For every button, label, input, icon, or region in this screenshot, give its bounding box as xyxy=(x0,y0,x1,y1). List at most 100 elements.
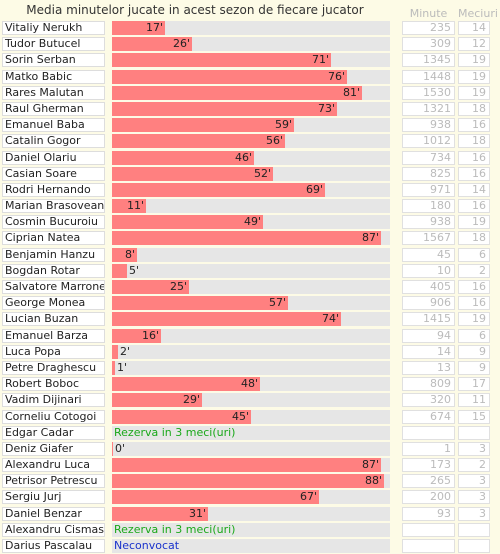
minutes-bar-track: 74' xyxy=(112,312,390,327)
player-row: Darius Pascalau Neconvocat xyxy=(0,538,500,554)
player-row: Sergiu Jurj 67' 200 3 xyxy=(0,489,500,505)
player-name[interactable]: Sorin Serban xyxy=(2,53,105,68)
matches-cell: 3 xyxy=(458,490,490,505)
minutes-bar xyxy=(112,312,341,327)
reserve-note: Rezerva in 3 meci(uri) xyxy=(114,425,236,439)
player-name[interactable]: Edgar Cadar xyxy=(2,425,105,440)
avg-minutes-label: 5' xyxy=(129,263,140,277)
matches-cell: 17 xyxy=(458,377,490,392)
player-name[interactable]: Cosmin Bucuroiu xyxy=(2,215,105,230)
player-name[interactable]: Ciprian Natea xyxy=(2,231,105,246)
minutes-bar xyxy=(112,328,161,343)
matches-cell: 19 xyxy=(458,69,490,84)
player-name[interactable]: Rodri Hernando xyxy=(2,182,105,197)
minutes-bar xyxy=(112,69,347,84)
avg-minutes-label: 52' xyxy=(253,166,271,180)
total-minutes-cell: 200 xyxy=(402,490,455,505)
minutes-bar-track: 1' xyxy=(112,360,390,375)
avg-minutes-label: 87' xyxy=(361,231,379,245)
player-name[interactable]: Robert Boboc xyxy=(2,377,105,392)
avg-minutes-label: 25' xyxy=(169,280,187,293)
player-name[interactable]: Daniel Olariu xyxy=(2,150,105,165)
minutes-bar xyxy=(112,263,127,278)
player-name[interactable]: Emanuel Baba xyxy=(2,118,105,133)
minutes-bar-track: 46' xyxy=(112,150,390,165)
matches-cell: 18 xyxy=(458,231,490,246)
player-name[interactable]: Deniz Giafer xyxy=(2,441,105,456)
player-name[interactable]: Alexandru Luca xyxy=(2,458,105,473)
avg-minutes-label: 26' xyxy=(172,37,190,51)
player-name[interactable]: Catalin Gogor xyxy=(2,134,105,149)
player-name[interactable]: Matko Babic xyxy=(2,69,105,84)
total-minutes-cell: 93 xyxy=(402,506,455,521)
matches-cell: 9 xyxy=(458,344,490,359)
minutes-bar xyxy=(112,199,146,214)
total-minutes-cell: 734 xyxy=(402,150,455,165)
total-minutes-cell: 1012 xyxy=(402,134,455,149)
player-name[interactable]: Rares Malutan xyxy=(2,85,105,100)
minutes-bar-track: Neconvocat xyxy=(112,539,390,553)
player-name[interactable]: Tudor Butucel xyxy=(2,37,105,52)
minutes-bar-track: 52' xyxy=(112,166,390,181)
minutes-bar xyxy=(112,37,192,52)
minutes-bar-track: 57' xyxy=(112,296,390,311)
minutes-bar-track: 11' xyxy=(112,199,390,214)
player-name[interactable]: Sergiu Jurj xyxy=(2,490,105,505)
player-name[interactable]: Darius Pascalau xyxy=(2,539,105,553)
avg-minutes-label: 73' xyxy=(317,101,335,115)
page-title: Media minutelor jucate in acest sezon de… xyxy=(26,3,364,17)
avg-minutes-label: 57' xyxy=(268,296,286,310)
matches-cell: 15 xyxy=(458,409,490,424)
player-name[interactable]: Emanuel Barza xyxy=(2,328,105,343)
not-called-note: Neconvocat xyxy=(114,539,180,552)
player-name[interactable]: George Monea xyxy=(2,296,105,311)
avg-minutes-label: 11' xyxy=(126,199,144,213)
total-minutes-cell: 1567 xyxy=(402,231,455,246)
player-name[interactable]: Raul Gherman xyxy=(2,101,105,116)
total-minutes-cell: 173 xyxy=(402,458,455,473)
player-name[interactable]: Salvatore Marrone xyxy=(2,280,105,294)
player-row: Alexandru Luca 87' 173 2 xyxy=(0,457,500,473)
player-row: Vadim Dijinari 29' 320 11 xyxy=(0,392,500,408)
player-name[interactable]: Bogdan Rotar xyxy=(2,263,105,278)
player-row: Daniel Benzar 31' 93 3 xyxy=(0,506,500,522)
player-name[interactable]: Petre Draghescu xyxy=(2,360,105,375)
player-name[interactable]: Daniel Benzar xyxy=(2,506,105,521)
player-name[interactable]: Luca Popa xyxy=(2,344,105,359)
player-name[interactable]: Marian Brasoveanu xyxy=(2,199,105,214)
matches-cell: 19 xyxy=(458,312,490,327)
player-row: Ciprian Natea 87' 1567 18 xyxy=(0,230,500,246)
matches-cell: 3 xyxy=(458,474,490,489)
player-row: Petrisor Petrescu 88' 265 3 xyxy=(0,473,500,489)
minutes-bar-track: 2' xyxy=(112,344,390,359)
avg-minutes-label: 31' xyxy=(188,506,206,520)
total-minutes-cell: 320 xyxy=(402,393,455,408)
player-name[interactable]: Vitaliy Nerukh xyxy=(2,21,105,35)
player-row: Sorin Serban 71' 1345 19 xyxy=(0,52,500,68)
minutes-bar xyxy=(112,490,319,505)
player-name[interactable]: Vadim Dijinari xyxy=(2,393,105,408)
avg-minutes-label: 8' xyxy=(124,247,135,261)
player-name[interactable]: Petrisor Petrescu xyxy=(2,474,105,489)
total-minutes-cell: 405 xyxy=(402,280,455,294)
player-row: Vitaliy Nerukh 17' 235 14 xyxy=(0,20,500,36)
player-name[interactable]: Casian Soare xyxy=(2,166,105,181)
matches-cell: 16 xyxy=(458,166,490,181)
minutes-bar-track: 29' xyxy=(112,393,390,408)
avg-minutes-label: 48' xyxy=(240,377,258,391)
matches-cell: 19 xyxy=(458,53,490,68)
player-row: Cosmin Bucuroiu 49' 938 19 xyxy=(0,214,500,230)
minutes-bar-track: 5' xyxy=(112,263,390,278)
player-name[interactable]: Benjamin Hanzu xyxy=(2,247,105,262)
player-name[interactable]: Lucian Buzan xyxy=(2,312,105,327)
player-row: Edgar Cadar Rezerva in 3 meci(uri) xyxy=(0,425,500,441)
total-minutes-cell: 938 xyxy=(402,215,455,230)
minutes-bar-track: 59' xyxy=(112,118,390,133)
minutes-bar xyxy=(112,231,381,246)
matches-cell: 16 xyxy=(458,150,490,165)
player-name[interactable]: Corneliu Cotogoi xyxy=(2,409,105,424)
total-minutes-cell xyxy=(402,539,455,553)
total-minutes-cell: 13 xyxy=(402,360,455,375)
total-minutes-cell: 809 xyxy=(402,377,455,392)
avg-minutes-label: 59' xyxy=(274,118,292,132)
